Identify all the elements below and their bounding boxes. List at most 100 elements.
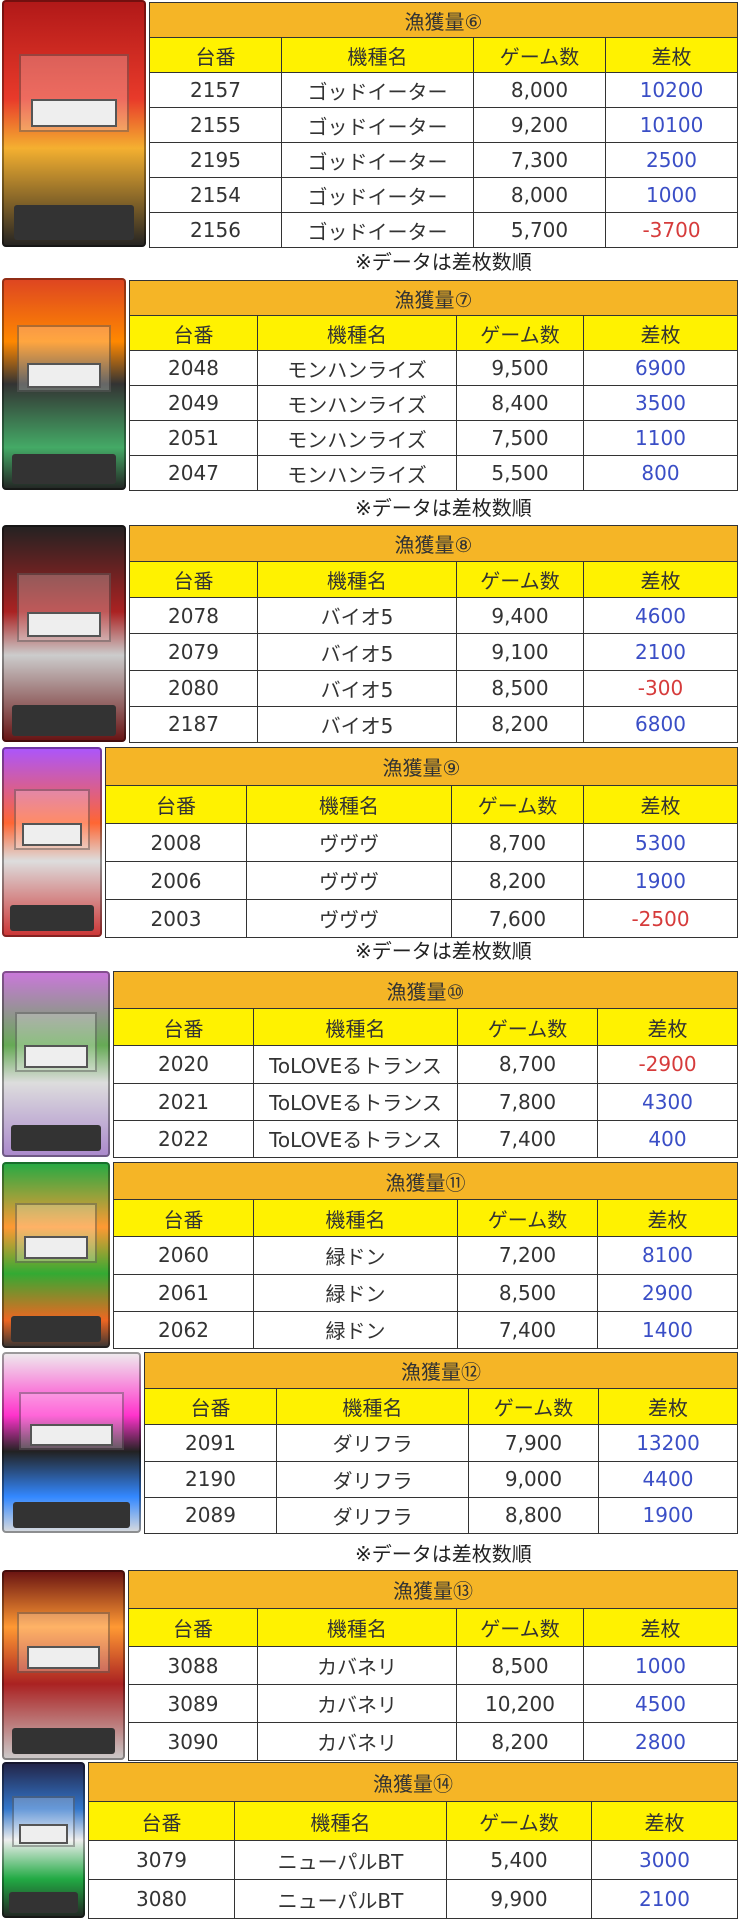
column-header: ゲーム数 [456,1608,584,1647]
machine-number: 2154 [149,177,282,213]
coin-diff: 6900 [583,350,738,386]
machine-image [2,747,102,937]
column-header: ゲーム数 [468,1388,599,1426]
game-count: 7,900 [468,1424,599,1462]
game-count: 7,800 [457,1082,598,1121]
coin-diff: 2900 [597,1273,738,1312]
sort-note: ※データは差枚数順 [355,1542,532,1566]
table-row: 2021 ToLOVEるトランス 7,800 4300 [113,1082,738,1121]
table-title: 漁獲量⑩ [113,970,738,1010]
table-title: 漁獲量⑥ [149,2,738,38]
table-title: 漁獲量⑭ [88,1762,738,1802]
coin-diff: 4500 [583,1684,738,1723]
table-row: 3088 カバネリ 8,500 1000 [128,1646,738,1685]
machine-number: 2078 [129,597,258,635]
machine-name: バイオ5 [257,669,457,707]
table-title: 漁獲量⑪ [113,1161,738,1201]
coin-diff: 5300 [583,823,738,862]
column-header: 台番 [105,785,247,824]
machine-number: 2051 [129,420,258,456]
coin-diff: -3700 [605,212,738,248]
table-row: 3090 カバネリ 8,200 2800 [128,1722,738,1761]
machine-image [2,278,126,490]
game-count: 10,200 [456,1684,584,1723]
machine-name: バイオ5 [257,633,457,671]
machine-name: ダリフラ [276,1460,469,1498]
table-row: 3089 カバネリ 10,200 4500 [128,1684,738,1723]
game-count: 8,000 [473,72,606,108]
machine-name: ゴッドイーター [281,212,474,248]
machine-number: 2021 [113,1082,254,1121]
column-header: ゲーム数 [473,37,606,73]
machine-name: 緑ドン [253,1236,458,1275]
coin-diff: -2900 [597,1045,738,1084]
column-header: 差枚 [583,561,738,599]
table-row: 2061 緑ドン 8,500 2900 [113,1273,738,1312]
game-count: 5,700 [473,212,606,248]
table-row: 2190 ダリフラ 9,000 4400 [144,1460,738,1498]
machine-name: ゴッドイーター [281,72,474,108]
table-row: 2020 ToLOVEるトランス 8,700 -2900 [113,1045,738,1084]
coin-diff: 6800 [583,705,738,743]
table-row: 2062 緑ドン 7,400 1400 [113,1310,738,1349]
table-row: 2006 ヴヴヴ 8,200 1900 [105,861,738,900]
coin-diff: 2100 [583,633,738,671]
machine-number: 2079 [129,633,258,671]
column-header: 機種名 [253,1199,458,1238]
table-title: 漁獲量⑧ [129,524,738,563]
coin-diff: -2500 [583,899,738,938]
game-count: 7,300 [473,142,606,178]
game-count: 8,400 [456,385,584,421]
data-table: 漁獲量⑥ 台番 機種名 ゲーム数 差枚 2157 ゴッドイーター 8,000 10200 2155… [149,2,738,248]
machine-image [2,971,110,1157]
machine-name: カバネリ [257,1684,457,1723]
column-header: 機種名 [257,561,457,599]
machine-number: 3089 [128,1684,258,1723]
column-header: ゲーム数 [451,785,584,824]
coin-diff: 1000 [605,177,738,213]
column-header: 台番 [129,315,258,351]
machine-name: ヴヴヴ [246,823,452,862]
column-header: ゲーム数 [446,1801,592,1841]
game-count: 7,400 [457,1119,598,1158]
machine-number: 2022 [113,1119,254,1158]
column-header: ゲーム数 [457,1199,598,1238]
game-count: 8,200 [456,1722,584,1761]
column-header: 台番 [88,1801,235,1841]
column-header: 機種名 [253,1008,458,1047]
column-header: 差枚 [591,1801,738,1841]
machine-image [2,0,146,247]
coin-diff: 10100 [605,107,738,143]
game-count: 9,500 [456,350,584,386]
table-row: 3080 ニューパルBT 9,900 2100 [88,1879,738,1919]
machine-number: 2020 [113,1045,254,1084]
machine-number: 2195 [149,142,282,178]
machine-name: バイオ5 [257,597,457,635]
machine-number: 2061 [113,1273,254,1312]
coin-diff: 3000 [591,1840,738,1880]
game-count: 8,800 [468,1496,599,1534]
coin-diff: 2500 [605,142,738,178]
data-table: 漁獲量⑧ 台番 機種名 ゲーム数 差枚 2078 バイオ5 9,400 4600 2079 バイオ5… [129,524,738,743]
coin-diff: 400 [597,1119,738,1158]
machine-number: 2187 [129,705,258,743]
table-title: 漁獲量⑦ [129,280,738,316]
table-row: 2048 モンハンライズ 9,500 6900 [129,350,738,386]
machine-number: 2062 [113,1310,254,1349]
sort-note: ※データは差枚数順 [355,939,532,963]
machine-number: 2003 [105,899,247,938]
table-row: 2154 ゴッドイーター 8,000 1000 [149,177,738,213]
game-count: 9,400 [456,597,584,635]
game-count: 5,400 [446,1840,592,1880]
table-row: 2022 ToLOVEるトランス 7,400 400 [113,1119,738,1158]
column-header: ゲーム数 [456,561,584,599]
machine-name: カバネリ [257,1646,457,1685]
table-row: 2078 バイオ5 9,400 4600 [129,597,738,635]
game-count: 8,200 [456,705,584,743]
column-header: 差枚 [597,1008,738,1047]
column-header: 台番 [149,37,282,73]
sort-note: ※データは差枚数順 [355,496,532,520]
machine-name: ヴヴヴ [246,899,452,938]
machine-number: 2190 [144,1460,277,1498]
machine-number: 2008 [105,823,247,862]
